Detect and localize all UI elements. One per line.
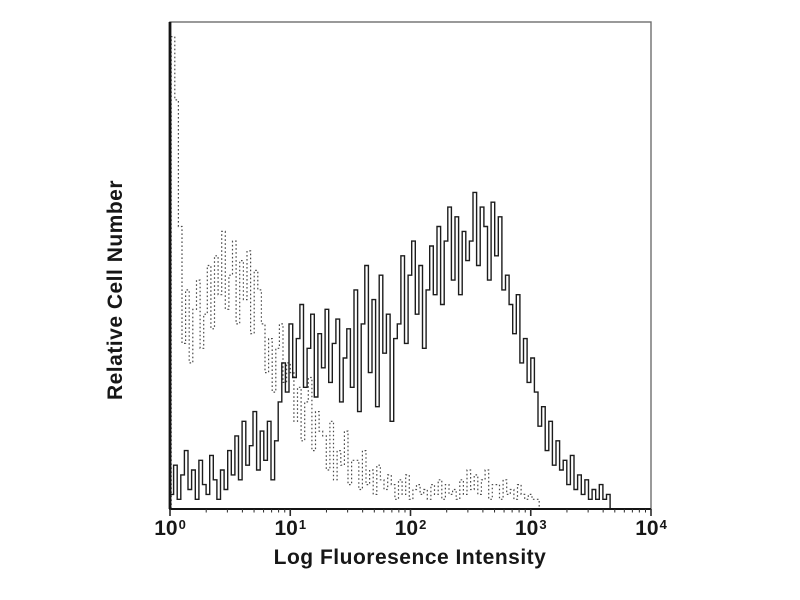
x-tick-label-10e0: 100 xyxy=(154,517,186,540)
x-tick-label-10e2: 102 xyxy=(394,517,427,540)
x-tick-label-10e4: 104 xyxy=(635,517,667,540)
x-tick-label-10e1: 101 xyxy=(274,517,307,540)
y-axis-label: Relative Cell Number xyxy=(104,179,127,401)
x-axis-label: Log Fluoresence Intensity xyxy=(273,546,547,569)
x-tick-label-10e3: 103 xyxy=(514,517,547,540)
